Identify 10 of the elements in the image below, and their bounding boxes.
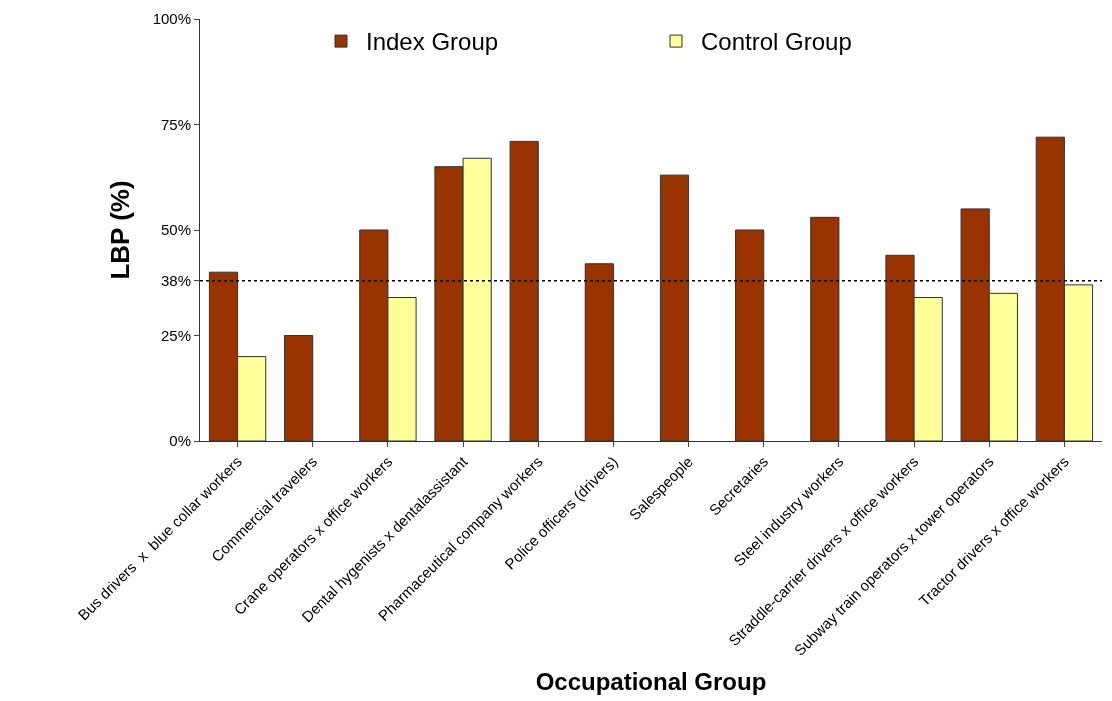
- legend-label: Index Group: [366, 28, 499, 56]
- y-tick-label: 75%: [160, 115, 191, 133]
- y-tick-label: 0%: [169, 432, 191, 450]
- y-tick-label: 25%: [160, 326, 191, 344]
- x-axis-title: Occupational Group: [535, 668, 767, 696]
- y-tick-label: 50%: [160, 221, 191, 239]
- y-tick-label: 38%: [160, 271, 191, 289]
- legend-label: Control Group: [701, 28, 852, 56]
- y-axis-title: LBP (%): [105, 180, 136, 280]
- y-tick-label: 100%: [152, 10, 191, 28]
